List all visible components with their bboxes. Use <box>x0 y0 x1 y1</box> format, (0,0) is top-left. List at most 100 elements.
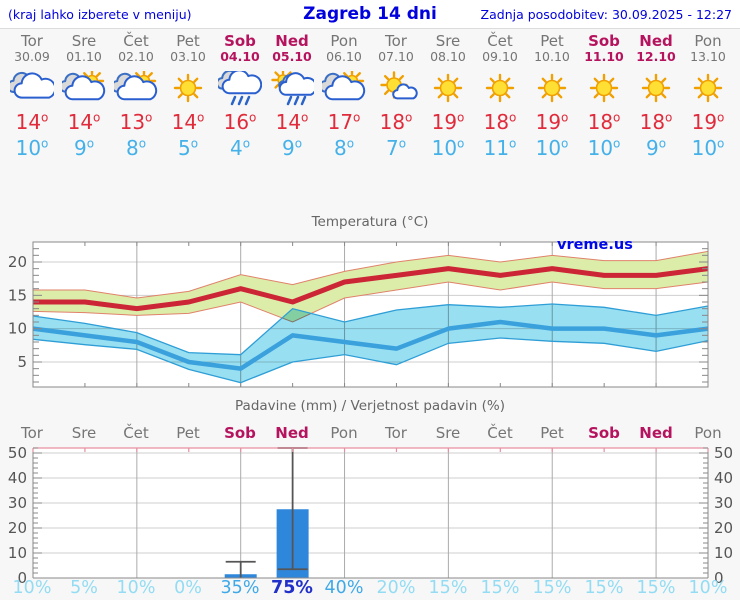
svg-text:20: 20 <box>8 519 27 537</box>
sun-cloud-icon <box>114 71 158 101</box>
precip-probability: 35% <box>220 578 260 598</box>
day-name: Sob <box>588 32 620 50</box>
sun-cloud-icon <box>62 71 106 101</box>
tmin-value: 8o <box>333 136 355 160</box>
day-column-tor-30.09: Tor 30.09 14o 10o <box>6 33 58 161</box>
precip-day-label: Sob <box>224 424 256 442</box>
day-name: Tor <box>21 32 43 50</box>
svg-text:10: 10 <box>8 320 27 338</box>
precip-probability: 20% <box>376 578 416 598</box>
sunny-icon <box>485 73 515 103</box>
day-name: Pet <box>540 32 564 50</box>
sun-glyph <box>537 73 567 103</box>
svg-text:40: 40 <box>8 469 27 487</box>
day-date: 11.10 <box>584 49 624 64</box>
sun-rain-icon <box>271 71 314 106</box>
day-date: 04.10 <box>220 49 260 64</box>
day-name: Pet <box>176 32 200 50</box>
tmax-value: 14o <box>171 110 205 134</box>
precip-day-label: Pet <box>540 424 564 442</box>
page-title: Zagreb 14 dni <box>303 4 437 24</box>
day-column-pet-10.10: Pet 10.10 19o 10o <box>526 33 578 161</box>
tmin-value: 11o <box>483 136 517 160</box>
precipitation-chart-title: Padavine (mm) / Verjetnost padavin (%) <box>235 398 505 414</box>
day-date: 08.10 <box>430 49 466 64</box>
precip-day-label: Pet <box>176 424 200 442</box>
precip-day-label: Ned <box>639 424 673 442</box>
sunny-icon <box>173 73 203 103</box>
day-name: Sre <box>435 32 461 50</box>
day-date: 12.10 <box>636 49 676 64</box>
tmax-value: 14o <box>275 110 309 134</box>
day-column-sob-04.10: Sob 04.10 16o 4o <box>214 33 266 161</box>
precip-day-label: Pon <box>330 424 358 442</box>
tmax-value: 18o <box>379 110 413 134</box>
precip-day-label: Pon <box>694 424 722 442</box>
header-divider <box>0 28 740 29</box>
tmin-value: 8o <box>125 136 147 160</box>
day-date: 30.09 <box>14 49 50 64</box>
tmin-value: 10o <box>535 136 569 160</box>
day-column-ned-05.10: Ned 05.10 14o 9o <box>266 33 318 161</box>
tmax-value: 16o <box>223 110 257 134</box>
day-date: 02.10 <box>118 49 154 64</box>
day-name: Sob <box>224 32 256 50</box>
svg-text:40: 40 <box>714 469 733 487</box>
precip-probability-row: 10% 5% 10% 0% 35% 75% 40% 20% 15% 15% 15% 15% 15% 10% <box>6 578 734 598</box>
precip-probability: 10% <box>12 578 52 598</box>
tmax-value: 18o <box>587 110 621 134</box>
day-column-ned-12.10: Ned 12.10 18o 9o <box>630 33 682 161</box>
sun-cloud-icon <box>322 71 366 101</box>
tmax-value: 18o <box>483 110 517 134</box>
vreme-us-watermark[interactable]: vreme.us <box>557 237 633 253</box>
tmin-value: 5o <box>177 136 199 160</box>
day-column-sob-11.10: Sob 11.10 18o 10o <box>578 33 630 161</box>
svg-text:15: 15 <box>8 286 27 304</box>
tmin-value: 10o <box>691 136 725 160</box>
day-column-sre-01.10: Sre 01.10 14o 9o <box>58 33 110 161</box>
day-column-sre-08.10: Sre 08.10 19o 10o <box>422 33 474 161</box>
temperature-chart-title: Temperatura (°C) <box>311 214 429 230</box>
precip-day-label: Čet <box>487 424 513 442</box>
precip-probability: 15% <box>428 578 468 598</box>
day-date: 10.10 <box>534 49 570 64</box>
day-name: Sre <box>71 32 97 50</box>
day-column-pon-13.10: Pon 13.10 19o 10o <box>682 33 734 161</box>
svg-text:10: 10 <box>714 544 733 562</box>
svg-text:20: 20 <box>714 519 733 537</box>
tmin-value: 9o <box>645 136 667 160</box>
sunny-icon <box>693 73 723 103</box>
day-name: Ned <box>275 32 309 50</box>
tmax-value: 19o <box>535 110 569 134</box>
day-date: 03.10 <box>170 49 206 64</box>
svg-text:30: 30 <box>8 494 27 512</box>
sun-glyph <box>641 73 671 103</box>
tmax-value: 19o <box>691 110 725 134</box>
precip-day-label: Sre <box>435 424 461 442</box>
sun-glyph <box>485 73 515 103</box>
precip-day-label: Tor <box>21 424 43 442</box>
precip-day-label: Ned <box>275 424 309 442</box>
svg-text:5: 5 <box>17 353 27 371</box>
day-name: Tor <box>385 32 407 50</box>
svg-text:20: 20 <box>8 253 27 271</box>
sun-glyph <box>693 73 723 103</box>
day-name: Pon <box>330 32 358 50</box>
tmax-value: 13o <box>119 110 153 134</box>
precip-day-labels: Tor Sre Čet Pet Sob Ned Pon Tor Sre Čet Pet Sob Ned P… <box>6 424 734 442</box>
sunny-icon <box>641 73 671 103</box>
forecast-strip: Tor 30.09 14o 10o Sre 01.10 14o 9o Čet 02.10 13o 8o… <box>6 33 734 161</box>
day-column-pon-06.10: Pon 06.10 17o 8o <box>318 33 370 161</box>
mostly-sunny-icon <box>380 71 418 100</box>
tmin-value: 7o <box>385 136 407 160</box>
temperature-chart: 5 10 15 20 <box>8 241 709 388</box>
precip-day-label: Čet <box>123 424 149 442</box>
day-name: Ned <box>639 32 673 50</box>
day-column-čet-09.10: Čet 09.10 18o 11o <box>474 33 526 161</box>
day-column-pet-03.10: Pet 03.10 14o 5o <box>162 33 214 161</box>
tmin-value: 9o <box>73 136 95 160</box>
sunny-icon <box>589 73 619 103</box>
tmin-value: 10o <box>587 136 621 160</box>
